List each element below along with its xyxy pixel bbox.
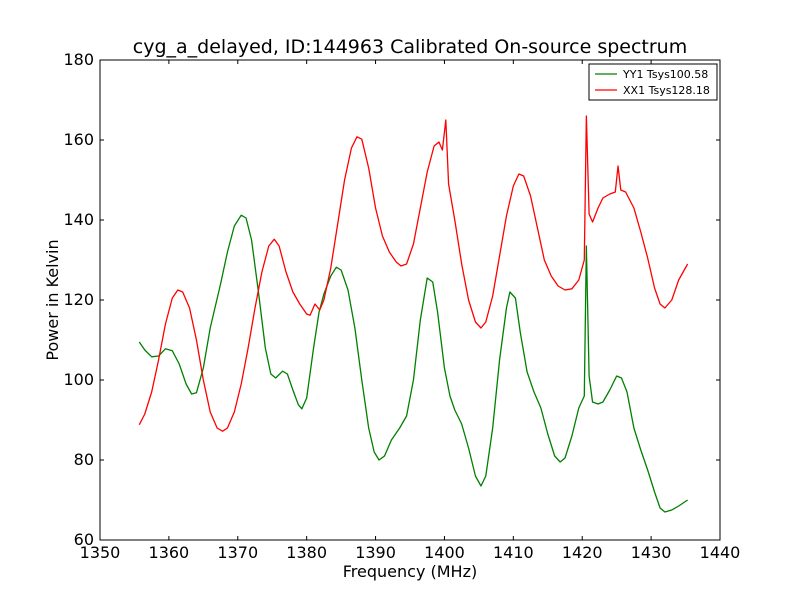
legend-entry: XX1 Tsys128.18 bbox=[623, 84, 710, 97]
x-tick-label: 1440 bbox=[700, 543, 741, 562]
x-tick-label: 1420 bbox=[562, 543, 603, 562]
series-line-yy1 bbox=[138, 214, 688, 513]
y-tick-label: 140 bbox=[63, 210, 94, 229]
legend-box bbox=[588, 63, 718, 101]
y-tick-label: 100 bbox=[63, 370, 94, 389]
y-tick-label: 160 bbox=[63, 130, 94, 149]
y-tick-label: 80 bbox=[74, 450, 94, 469]
x-tick-label: 1400 bbox=[424, 543, 465, 562]
x-tick-label: 1350 bbox=[80, 543, 121, 562]
x-axis-label: Frequency (MHz) bbox=[343, 562, 477, 581]
y-tick-label: 180 bbox=[63, 50, 94, 69]
x-tick-label: 1370 bbox=[217, 543, 258, 562]
y-tick-label: 120 bbox=[63, 290, 94, 309]
x-tick-label: 1410 bbox=[493, 543, 534, 562]
series-line-xx1 bbox=[138, 115, 689, 432]
x-tick-label: 1430 bbox=[631, 543, 672, 562]
legend-entry: YY1 Tsys100.58 bbox=[622, 68, 708, 81]
legend: YY1 Tsys100.58 XX1 Tsys128.18 bbox=[588, 63, 718, 101]
y-axis-label: Power in Kelvin bbox=[43, 239, 62, 360]
x-tick-label: 1380 bbox=[286, 543, 327, 562]
y-tick-label: 60 bbox=[74, 530, 94, 549]
x-tick-label: 1390 bbox=[355, 543, 396, 562]
x-tick-label: 1360 bbox=[149, 543, 190, 562]
chart-title: cyg_a_delayed, ID:144963 Calibrated On-s… bbox=[133, 36, 687, 58]
